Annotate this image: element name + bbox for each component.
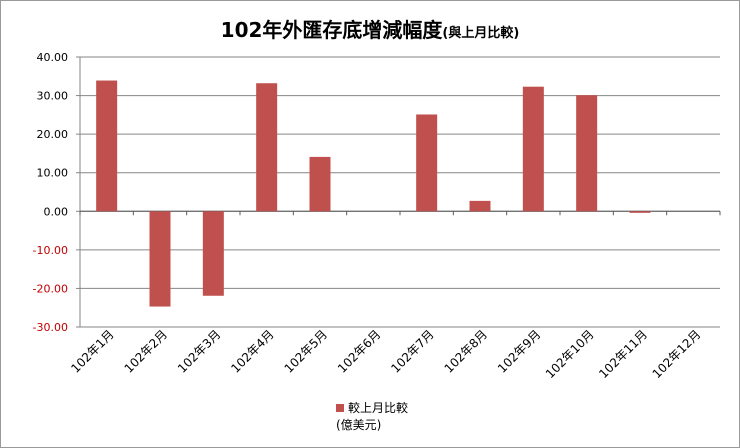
bar <box>469 200 491 212</box>
legend: 較上月比較 (億美元) <box>336 400 408 434</box>
legend-series-name: 較上月比較 <box>348 401 409 415</box>
x-tick-label: 102年6月 <box>335 327 383 375</box>
bar <box>576 95 598 212</box>
x-tick-label: 102年1月 <box>68 327 116 375</box>
y-tick-label: 10.00 <box>37 167 69 180</box>
chart-subtitle: (與上月比較) <box>442 26 520 41</box>
y-tick-label: -30.00 <box>33 321 68 334</box>
y-tick-label: 0.00 <box>44 205 69 218</box>
y-tick-label: 30.00 <box>37 90 69 103</box>
x-tick-label: 102年8月 <box>442 327 490 375</box>
y-tick-label: 40.00 <box>37 51 69 64</box>
x-tick-label: 102年7月 <box>388 327 436 375</box>
chart-title-main: 102年外匯存底增減幅度 <box>220 18 443 42</box>
legend-unit: (億美元) <box>336 418 382 432</box>
bar <box>416 114 438 212</box>
chart-title: 102年外匯存底增減幅度(與上月比較) <box>0 14 740 43</box>
bar <box>256 83 278 212</box>
x-tick-label: 102年10月 <box>543 327 597 381</box>
x-tick-label: 102年4月 <box>228 327 276 375</box>
x-tick-label: 102年12月 <box>650 327 704 381</box>
x-tick-label: 102年3月 <box>175 327 223 375</box>
bar <box>96 80 118 212</box>
legend-swatch <box>336 404 344 412</box>
y-tick-label: -10.00 <box>33 244 68 257</box>
bar <box>309 156 331 212</box>
bar <box>149 211 171 307</box>
bar <box>202 211 224 296</box>
y-tick-label: -20.00 <box>33 282 68 295</box>
legend-entry: 較上月比較 <box>336 400 408 417</box>
x-tick-label: 102年11月 <box>596 327 650 381</box>
x-tick-label: 102年2月 <box>122 327 170 375</box>
bar <box>522 86 544 212</box>
bar <box>629 211 651 213</box>
x-tick-label: 102年5月 <box>282 327 330 375</box>
x-tick-label: 102年9月 <box>495 327 543 375</box>
y-tick-label: 20.00 <box>37 128 69 141</box>
